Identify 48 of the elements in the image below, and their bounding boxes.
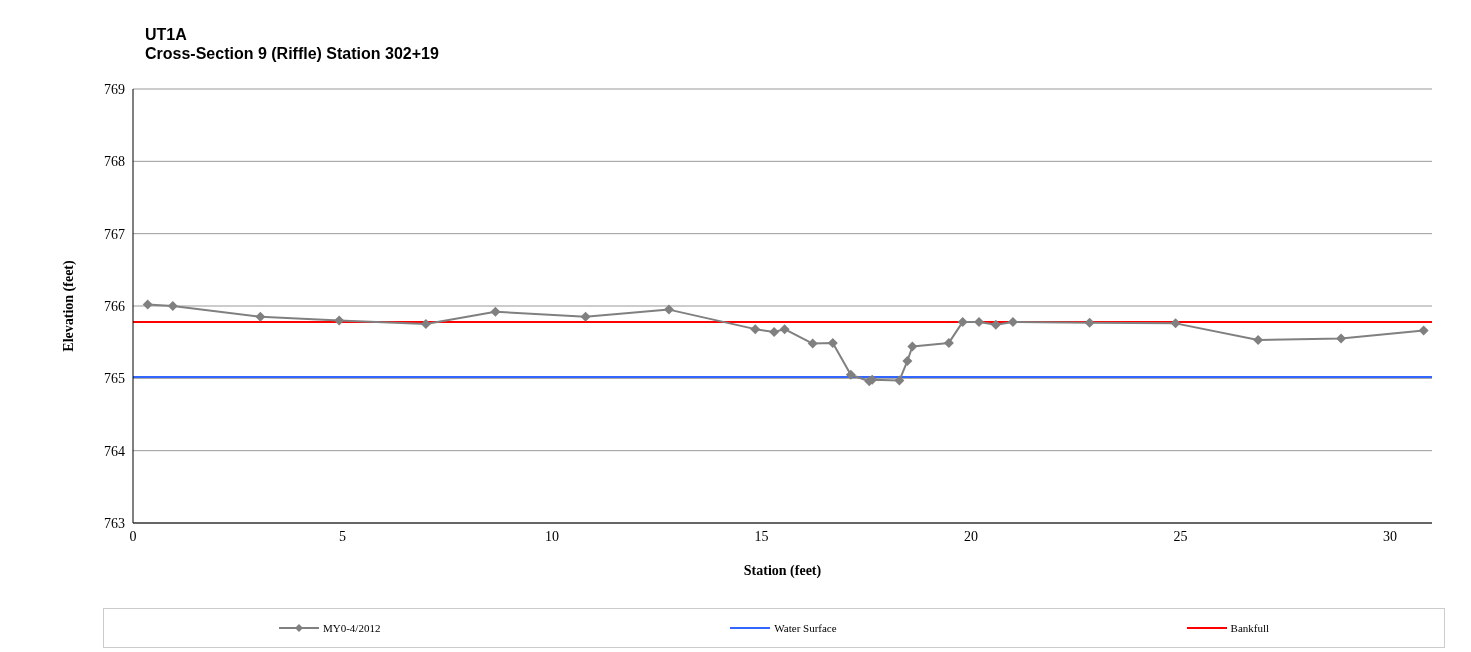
y-tick-label: 763 [104,515,125,531]
y-tick-label: 764 [104,443,125,459]
point [807,338,818,349]
point [769,327,780,338]
y-tick-label: 765 [104,371,125,387]
x-tick-label: 30 [1383,528,1398,544]
point [490,306,501,317]
point [142,299,153,310]
chart-title: UT1A [145,25,188,44]
point [750,324,761,335]
point [957,316,968,327]
y-tick-label: 768 [104,154,125,170]
legend-label: MY0-4/2012 [322,622,381,634]
y-tick-label: 766 [104,298,125,314]
x-tick-label: 20 [964,528,979,544]
point [167,301,178,311]
point [580,311,591,322]
point [255,311,266,322]
x-axis-title: Station (feet) [743,563,822,579]
point [902,355,913,366]
point [779,324,790,335]
y-tick-label: 769 [104,81,125,97]
point [943,337,954,348]
point [894,375,905,386]
point [1170,318,1181,329]
point [974,316,985,327]
x-tick-label: 15 [754,528,769,544]
point [1253,335,1264,345]
point [1336,333,1347,344]
point [420,319,431,330]
x-tick-label: 5 [339,528,347,544]
legend-label: Bankfull [1230,622,1270,634]
point [827,337,838,348]
point [1007,316,1018,327]
point [1418,325,1429,336]
point [845,369,856,380]
point [334,315,345,326]
point [1084,317,1095,328]
point [663,304,674,315]
point [907,341,918,352]
y-axis-title: Elevation (feet) [60,259,77,352]
chart-subtitle: Cross-Section 9 (Riffle) Station 302+19 [145,44,439,63]
legend-label: Water Surface [774,622,837,634]
x-tick-label: 10 [545,528,560,544]
x-tick-label: 25 [1173,528,1188,544]
point [990,319,1001,330]
y-tick-label: 767 [104,226,125,242]
x-tick-label: 0 [129,528,137,544]
